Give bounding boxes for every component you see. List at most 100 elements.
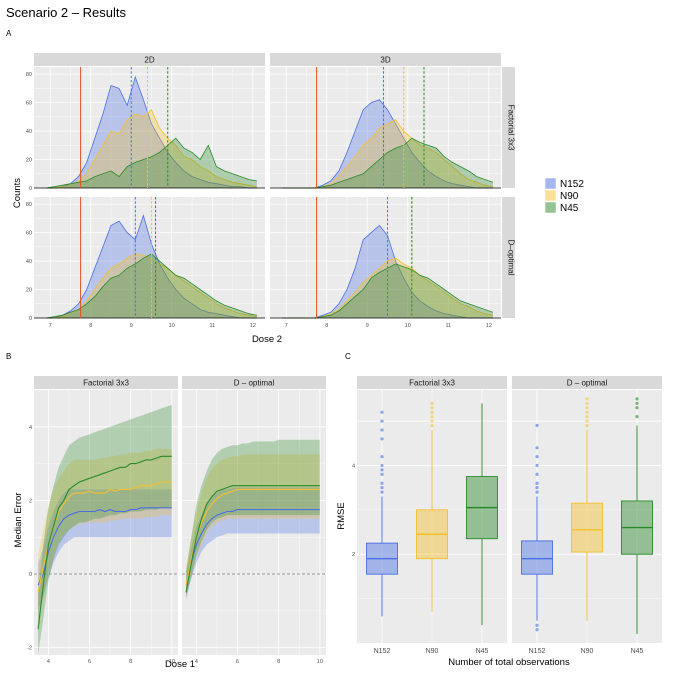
outlier-point-N152	[535, 628, 539, 632]
panel-a-letter: A	[6, 29, 12, 38]
ribbon-N90	[38, 448, 172, 622]
legend-key-N45	[544, 201, 557, 214]
outlier-point-N45	[635, 415, 639, 419]
outlier-point-N152	[380, 454, 384, 459]
outlier-point-N90	[430, 415, 434, 419]
x-tick-label: N45	[476, 648, 489, 655]
y-tick-label: 2	[29, 498, 32, 504]
y-tick-label: 80	[26, 202, 32, 208]
line-N152	[282, 224, 493, 319]
median-error-line-N90	[185, 488, 320, 586]
panel-a: A 2D 3D Factorial 3x3 D–optimal 0 20 40 60 80 0 20 4…	[6, 29, 516, 345]
facet-strip	[34, 376, 178, 389]
x-tick-label: 10	[405, 323, 411, 329]
facet-strip	[357, 376, 507, 389]
facet-strip-2D	[34, 53, 265, 66]
x-tick-label: 8	[89, 323, 92, 329]
outlier-point-N90	[430, 423, 434, 428]
x-tick-label: 4	[195, 659, 198, 665]
line-N152	[46, 214, 257, 319]
facet-strip-label: 3D	[380, 56, 390, 65]
y-tick-label: 60	[26, 101, 32, 107]
line-N45	[282, 137, 494, 189]
legend-key-N90	[544, 189, 557, 202]
facet-panel: D – optimal N152 N90 N45	[512, 376, 662, 655]
line-N90	[46, 109, 257, 189]
facet-panel: 7 8 9 10 11 12	[270, 197, 501, 329]
x-tick-label: N90	[581, 648, 594, 655]
area-N90	[46, 109, 257, 188]
median-error-line-N45	[185, 485, 320, 593]
facet-panel: D – optimal 4 6 8 10	[182, 376, 326, 665]
y-tick-label: 60	[26, 231, 32, 237]
facet-strip-3D	[270, 53, 501, 66]
y-tick-label: 40	[26, 129, 32, 135]
x-tick-label: 11	[445, 323, 451, 329]
outlier-point-N90	[585, 397, 589, 401]
x-tick-label: 6	[88, 659, 91, 665]
facet-strip-row-label: D–optimal	[507, 239, 516, 275]
outlier-point-N152	[535, 463, 539, 468]
outlier-point-N45	[635, 406, 639, 410]
outlier-point-N90	[585, 423, 589, 428]
x-tick-label: 9	[130, 323, 133, 329]
x-tick-label: N90	[426, 648, 439, 655]
facet-strip-label: Factorial 3x3	[409, 379, 455, 388]
median-error-line-N90	[37, 481, 172, 593]
facet-panel: Factorial 3x3 4 6 8 10 -2 0 2 4	[27, 376, 178, 665]
median-error-line-N152	[37, 507, 172, 586]
line-N152	[282, 99, 493, 189]
outlier-point-N152	[535, 454, 539, 459]
outlier-point-N152	[380, 490, 384, 494]
facet-strip-label: D – optimal	[234, 379, 275, 388]
area-N45	[46, 253, 257, 318]
facet-strip-label: 2D	[144, 56, 154, 65]
facet-strip	[512, 376, 662, 389]
x-tick-label: 8	[129, 659, 132, 665]
area-N90	[282, 119, 493, 188]
ribbon-N45	[38, 404, 172, 655]
y-tick-label: -2	[27, 646, 32, 652]
legend-label-N152: N152	[560, 179, 584, 190]
area-N90	[46, 253, 257, 318]
y-tick-label: 4	[29, 425, 32, 431]
x-tick-label: 11	[209, 323, 215, 329]
x-tick-label: 10	[317, 659, 323, 665]
panel-background	[34, 67, 265, 188]
facet-panel: Factorial 3x3 N152 N90 N45 2 4	[352, 376, 507, 655]
area-N152	[282, 99, 493, 188]
outlier-point-N152	[380, 481, 384, 485]
x-tick-label: 8	[325, 323, 328, 329]
x-tick-label: 6	[236, 659, 239, 665]
area-N45	[282, 263, 493, 318]
panel-background	[270, 197, 501, 318]
x-tick-label: 10	[169, 659, 175, 665]
outlier-point-N152	[535, 490, 539, 494]
x-tick-label: N152	[529, 648, 546, 655]
outlier-point-N152	[380, 437, 384, 441]
facet-panel: 0 20 40 60 80 7 8 9 10 11 12	[26, 197, 265, 329]
panel-b: B Factorial 3x3 4 6 8 10 -2 0 2 4 D – optimal 4 6 8 10…	[6, 352, 326, 670]
y-tick-label: 20	[26, 158, 32, 164]
figure-title: Scenario 2 – Results	[6, 5, 126, 20]
legend-label-N45: N45	[560, 203, 579, 214]
facet-strip	[182, 376, 326, 389]
y-tick-label: 2	[352, 552, 355, 558]
panel-b-letter: B	[6, 352, 11, 361]
outlier-point-N90	[430, 419, 434, 423]
panel-c: C Factorial 3x3 N152 N90 N45 2 4 D – optimal N15…	[336, 352, 662, 668]
facet-panel: 0 20 40 60 80	[26, 67, 265, 192]
outlier-point-N152	[535, 623, 539, 627]
y-axis-title: RMSE	[336, 502, 347, 529]
x-tick-label: 8	[277, 659, 280, 665]
outlier-point-N152	[535, 486, 539, 490]
facet-strip-label: D – optimal	[567, 379, 608, 388]
outlier-point-N45	[635, 397, 639, 401]
facet-strip-row	[502, 67, 515, 188]
x-axis-title: Dose 2	[252, 334, 282, 345]
y-tick-label: 40	[26, 259, 32, 265]
outlier-point-N152	[380, 463, 384, 468]
x-tick-label: 10	[169, 323, 175, 329]
